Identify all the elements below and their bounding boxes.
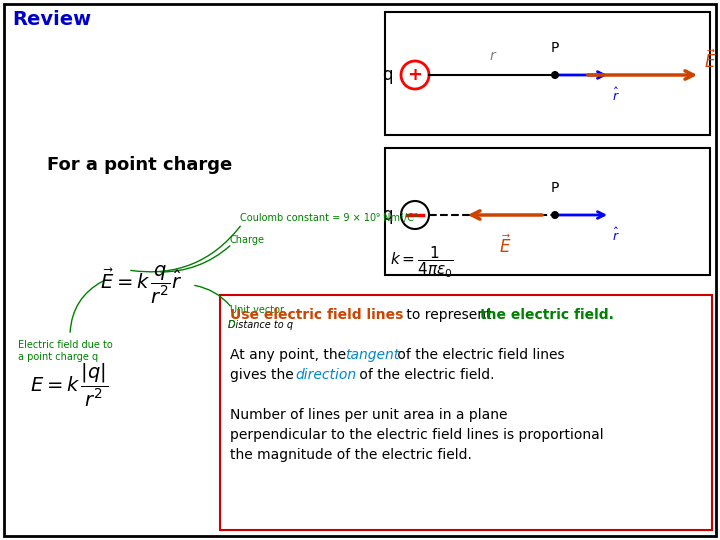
Text: P: P: [551, 41, 559, 55]
Text: Review: Review: [12, 10, 91, 29]
Circle shape: [551, 211, 559, 219]
Text: of the electric field lines: of the electric field lines: [393, 348, 564, 362]
Text: Unit vector: Unit vector: [230, 305, 284, 315]
Text: $\vec{E} = k\,\dfrac{q}{r^2}\hat{r}$: $\vec{E} = k\,\dfrac{q}{r^2}\hat{r}$: [100, 264, 182, 306]
Text: Coulomb constant = 9 × 10⁹ Nm²/C²: Coulomb constant = 9 × 10⁹ Nm²/C²: [240, 213, 418, 223]
Circle shape: [401, 201, 429, 229]
Text: tangent: tangent: [345, 348, 400, 362]
Text: Distance to q: Distance to q: [228, 320, 293, 330]
Text: r: r: [489, 49, 495, 63]
Text: +: +: [408, 66, 423, 84]
Bar: [385, 12, 710, 135]
Text: $\hat{r}$: $\hat{r}$: [612, 87, 620, 104]
Text: P: P: [551, 181, 559, 195]
Text: For a point charge: For a point charge: [48, 156, 233, 174]
Text: the electric field.: the electric field.: [480, 308, 614, 322]
Text: Charge: Charge: [230, 235, 265, 245]
Text: to represent: to represent: [402, 308, 500, 322]
Text: $k = \dfrac{1}{4\pi\varepsilon_0}$: $k = \dfrac{1}{4\pi\varepsilon_0}$: [390, 244, 454, 280]
Text: Use electric field lines: Use electric field lines: [230, 308, 403, 322]
Text: the magnitude of the electric field.: the magnitude of the electric field.: [230, 448, 472, 462]
Circle shape: [401, 61, 429, 89]
Text: $\hat{r}$: $\hat{r}$: [612, 227, 620, 244]
Text: q: q: [382, 66, 393, 84]
Text: direction: direction: [295, 368, 356, 382]
Text: q: q: [382, 206, 393, 224]
Text: gives the: gives the: [230, 368, 298, 382]
Text: of the electric field.: of the electric field.: [355, 368, 495, 382]
Text: D: D: [228, 320, 235, 330]
Circle shape: [551, 71, 559, 79]
Bar: [385, 148, 710, 275]
Text: $\vec{E}$: $\vec{E}$: [704, 50, 716, 72]
Text: $\vec{E}$: $\vec{E}$: [499, 235, 511, 258]
Text: $E = k\,\dfrac{|q|}{r^2}$: $E = k\,\dfrac{|q|}{r^2}$: [30, 361, 108, 409]
Text: Electric field due to
a point charge q: Electric field due to a point charge q: [18, 340, 113, 362]
Text: At any point, the: At any point, the: [230, 348, 351, 362]
Text: perpendicular to the electric field lines is proportional: perpendicular to the electric field line…: [230, 428, 603, 442]
Bar: [220, 295, 712, 530]
Text: Number of lines per unit area in a plane: Number of lines per unit area in a plane: [230, 408, 508, 422]
